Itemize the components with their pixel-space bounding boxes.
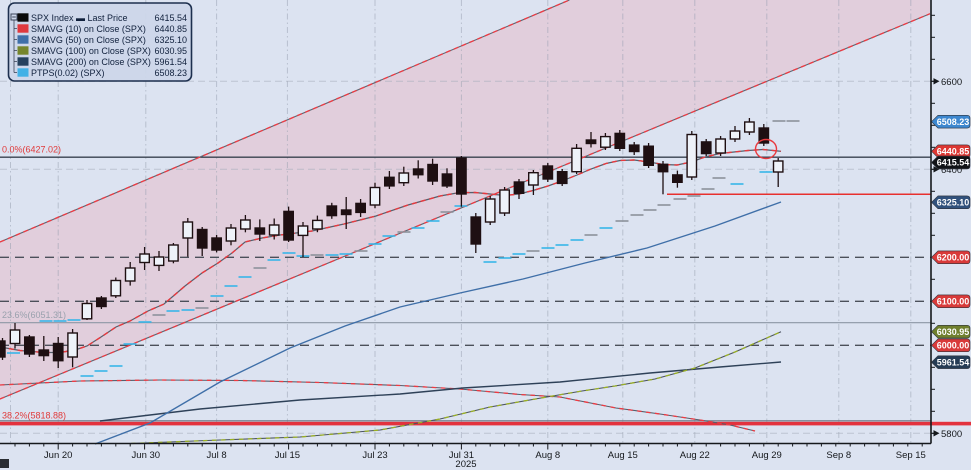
svg-text:SMAVG (10) on Close (SPX): SMAVG (10) on Close (SPX): [31, 24, 146, 34]
svg-text:6325.10: 6325.10: [154, 35, 187, 45]
svg-text:Aug 8: Aug 8: [535, 450, 560, 461]
svg-text:Jun 20: Jun 20: [44, 450, 73, 461]
svg-text:6100.00: 6100.00: [937, 297, 970, 307]
svg-text:6030.95: 6030.95: [154, 46, 187, 56]
svg-text:6325.10: 6325.10: [937, 198, 970, 208]
svg-text:6200.00: 6200.00: [937, 253, 970, 263]
svg-text:6415.54: 6415.54: [937, 158, 970, 168]
svg-text:Aug 29: Aug 29: [752, 450, 782, 461]
svg-text:6600: 6600: [941, 77, 962, 88]
svg-text:6440.85: 6440.85: [937, 147, 970, 157]
svg-text:6415.54: 6415.54: [154, 13, 187, 23]
svg-text:Sep 8: Sep 8: [826, 450, 851, 461]
svg-text:38.2%(5818.88): 38.2%(5818.88): [2, 411, 66, 421]
svg-text:SMAVG (200) on Close (SPX): SMAVG (200) on Close (SPX): [31, 57, 151, 67]
svg-text:6400: 6400: [941, 165, 962, 176]
svg-text:6508.23: 6508.23: [154, 68, 187, 78]
svg-text:6000.00: 6000.00: [937, 341, 970, 351]
svg-text:5961.54: 5961.54: [937, 357, 970, 367]
svg-text:PTPS(0.02) (SPX): PTPS(0.02) (SPX): [31, 68, 105, 78]
svg-text:6030.95: 6030.95: [937, 327, 970, 337]
svg-text:Jul 31: Jul 31: [449, 450, 474, 461]
svg-text:0.0%(6427.02): 0.0%(6427.02): [2, 145, 61, 155]
svg-text:5961.54: 5961.54: [154, 57, 187, 67]
svg-text:5800: 5800: [941, 429, 962, 440]
svg-text:Jul 15: Jul 15: [275, 450, 300, 461]
svg-text:Aug 22: Aug 22: [680, 450, 710, 461]
svg-text:SPX Index ▬ Last Price: SPX Index ▬ Last Price: [31, 13, 128, 23]
svg-text:2025: 2025: [455, 459, 476, 470]
svg-text:SMAVG (100) on Close (SPX): SMAVG (100) on Close (SPX): [31, 46, 151, 56]
svg-text:Jul 8: Jul 8: [207, 450, 227, 461]
svg-text:SMAVG (50) on Close (SPX): SMAVG (50) on Close (SPX): [31, 35, 146, 45]
svg-text:Jul 23: Jul 23: [362, 450, 387, 461]
svg-text:Jun 30: Jun 30: [132, 450, 161, 461]
svg-text:23.6%(6051.31): 23.6%(6051.31): [2, 310, 66, 320]
svg-text:6508.23: 6508.23: [937, 117, 970, 127]
svg-text:Sep 15: Sep 15: [896, 450, 926, 461]
svg-text:6440.85: 6440.85: [154, 24, 187, 34]
svg-text:Aug 15: Aug 15: [608, 450, 638, 461]
